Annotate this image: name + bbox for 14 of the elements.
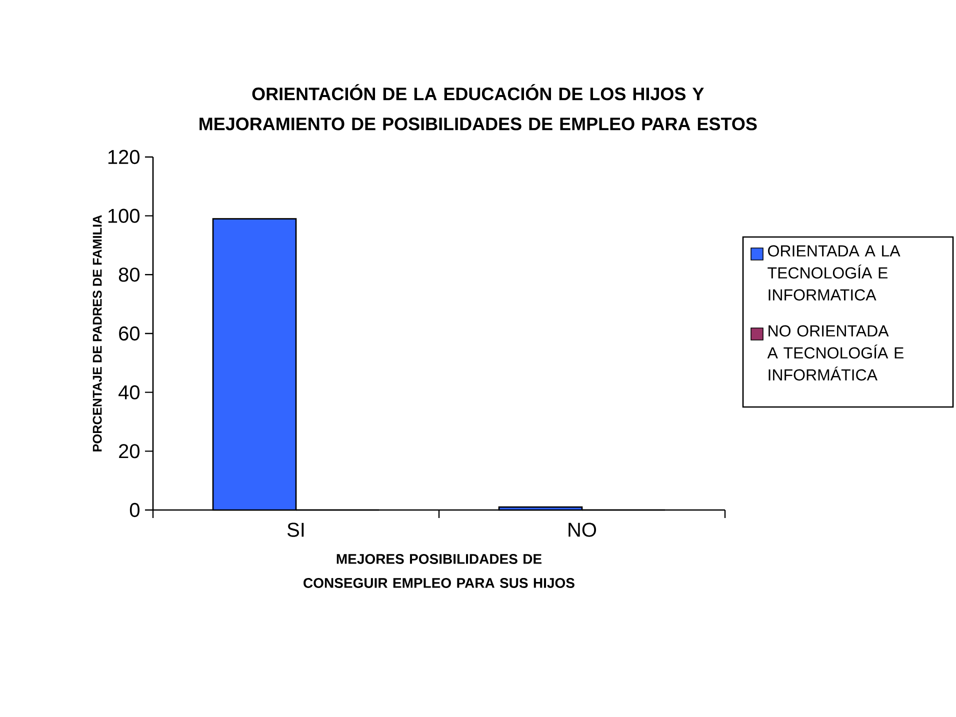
x-axis-title: MEJORES POSIBILIDADES DE CONSEGUIR EMPLEO PARA SUS HIJOS [304, 554, 574, 588]
y-tick-label: 100 [108, 208, 140, 223]
legend-label: ORIENTADA A LA TECNOLOGÍA E INFORMATICA [768, 245, 900, 301]
y-tick-label: 80 [118, 268, 140, 282]
chart-title: ORIENTACIÓN DE LA EDUCACIÓN DE LOS HIJOS Y MEJORAMIENTO DE POSIBILIDADES DE EMPLEO PARA ESTOS [200, 84, 757, 130]
legend-label: NO ORIENTADA A TECNOLOGÍA E INFORMÁTICA [767, 325, 904, 381]
y-tick-label: 0 [130, 502, 140, 518]
y-tick-label: 20 [119, 444, 140, 458]
y-tick-label: 60 [119, 326, 140, 341]
x-tick-label: NO [568, 522, 596, 537]
y-axis-title: PORCENTAJE DE PADRES DE FAMILIA [92, 215, 102, 452]
y-tick-label: 40 [118, 385, 140, 400]
x-tick-label: SI [287, 522, 304, 537]
y-tick-label: 120 [108, 150, 140, 164]
